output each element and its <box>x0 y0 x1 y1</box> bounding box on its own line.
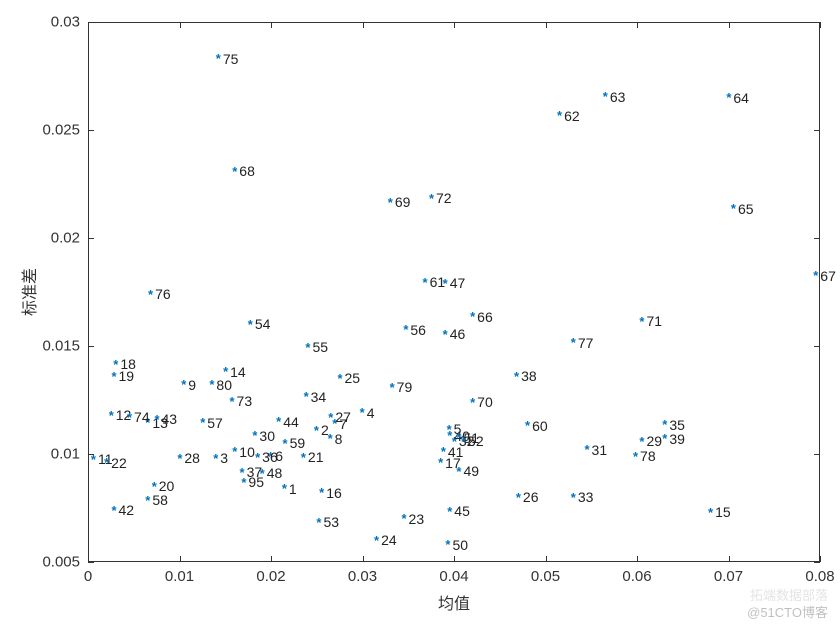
watermark-line2: @51CTO博客 <box>747 605 828 622</box>
y-tick-label: 0.005 <box>42 554 80 571</box>
y-tick-label: 0.02 <box>51 230 80 247</box>
y-tick-label: 0.025 <box>42 122 80 139</box>
x-tick-label: 0.07 <box>714 568 743 585</box>
x-tick-label: 0.05 <box>531 568 560 585</box>
x-tick-label: 0.04 <box>439 568 468 585</box>
y-axis-label: 标准差 <box>16 268 40 316</box>
x-tick-label: 0.06 <box>622 568 651 585</box>
y-tick-label: 0.03 <box>51 14 80 31</box>
watermark-line1: 拓端数据部落 <box>747 588 828 605</box>
x-tick-label: 0.02 <box>256 568 285 585</box>
y-tick-label: 0.01 <box>51 446 80 463</box>
plot-area <box>88 22 820 562</box>
x-tick-label: 0 <box>84 568 92 585</box>
x-tick-label: 0.08 <box>805 568 834 585</box>
x-tick-label: 0.03 <box>348 568 377 585</box>
y-tick-label: 0.015 <box>42 338 80 355</box>
watermark: 拓端数据部落 @51CTO博客 <box>747 588 828 622</box>
x-tick-label: 0.01 <box>165 568 194 585</box>
point-label: 67 <box>820 269 836 283</box>
x-axis-label: 均值 <box>438 590 470 614</box>
